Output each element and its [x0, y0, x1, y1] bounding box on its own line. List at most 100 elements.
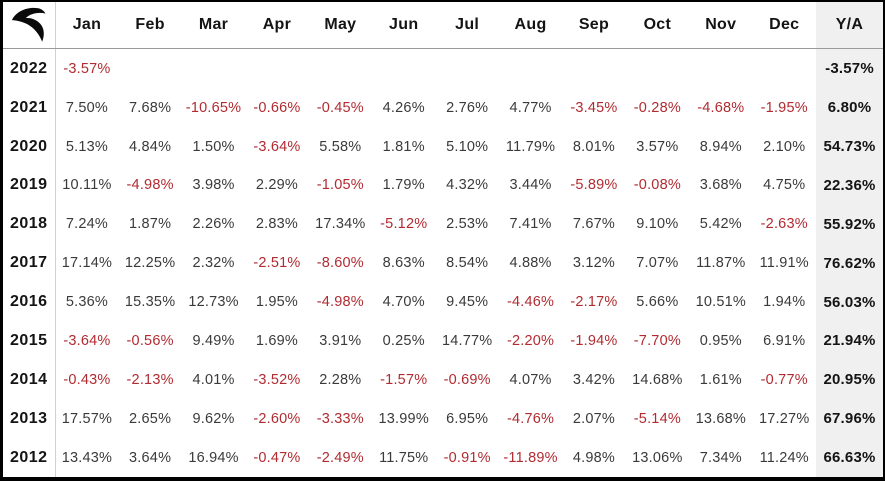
- monthly-return-cell: -0.47%: [253, 449, 301, 466]
- monthly-return-cell: 7.41%: [509, 216, 552, 233]
- year-row-2012: 2012 13.43% 3.64% 16.94% -0.47% -2.49% 11.75% -…: [3, 438, 883, 477]
- monthly-return-cell: 0.25%: [382, 332, 425, 349]
- monthly-return-cell: 12.25%: [124, 255, 176, 272]
- monthly-return-cell: 7.68%: [129, 99, 172, 116]
- monthly-return-cell: 4.75%: [763, 177, 806, 194]
- column-header-jan: Jan: [55, 2, 119, 49]
- monthly-return-cell: -1.95%: [760, 99, 808, 116]
- monthly-return-cell: 2.28%: [319, 371, 362, 388]
- monthly-return-cell: 2.29%: [255, 177, 298, 194]
- monthly-return-cell: 9.62%: [192, 410, 235, 427]
- monthly-return-cell: 17.57%: [61, 410, 113, 427]
- monthly-return-cell: -2.49%: [316, 449, 364, 466]
- monthly-return-cell: 10.51%: [695, 294, 746, 311]
- monthly-return-cell: -0.77%: [760, 371, 808, 388]
- monthly-return-cell: 4.84%: [129, 138, 172, 155]
- monthly-return-cell: 1.79%: [382, 177, 425, 194]
- yearly-total-cell: 22.36%: [816, 166, 883, 205]
- monthly-return-cell: 2.10%: [763, 138, 806, 155]
- monthly-return-cell: -2.20%: [506, 332, 555, 349]
- monthly-return-cell: -3.52%: [253, 371, 301, 388]
- yearly-total-cell: 6.80%: [816, 88, 883, 128]
- monthly-return-cell: -0.56%: [126, 332, 174, 349]
- monthly-return-cell: 7.07%: [636, 255, 679, 272]
- column-header-yearly-total: Y/A: [816, 2, 883, 49]
- monthly-return-cell: 1.50%: [192, 138, 235, 155]
- monthly-return-cell: 12.73%: [188, 294, 239, 311]
- column-header-jun: Jun: [372, 2, 436, 49]
- monthly-return-cell: -4.98%: [126, 177, 174, 194]
- monthly-return-cell: -2.63%: [760, 216, 808, 233]
- year-label: 2019: [3, 166, 56, 205]
- column-header-oct: Oct: [625, 2, 690, 49]
- column-header-feb: Feb: [118, 2, 182, 49]
- monthly-return-cell: 4.77%: [509, 99, 552, 116]
- monthly-return-cell: 4.01%: [192, 371, 235, 388]
- monthly-return-cell: 6.95%: [446, 410, 489, 427]
- year-label: 2013: [3, 399, 56, 439]
- monthly-return-cell: -1.57%: [380, 371, 428, 388]
- monthly-return-cell: 3.91%: [319, 332, 362, 349]
- monthly-return-cell: 16.94%: [188, 449, 239, 466]
- year-row-2022: 2022 -3.57% -3.57%: [3, 48, 883, 89]
- monthly-return-cell: 8.63%: [382, 255, 425, 272]
- year-row-2016: 2016 5.36% 15.35% 12.73% 1.95% -4.98% 4.70% 9.4…: [3, 282, 883, 322]
- monthly-return-cell: 6.91%: [763, 332, 806, 349]
- monthly-return-cell: 1.95%: [255, 294, 298, 311]
- monthly-return-cell: -4.46%: [506, 294, 555, 311]
- monthly-return-cell: -0.08%: [633, 177, 681, 194]
- monthly-return-cell: [752, 49, 816, 89]
- table-header-row: Jan Feb Mar Apr May Jun Jul Aug Sep Oct Nov Dec Y/A: [3, 2, 883, 49]
- monthly-return-cell: 11.79%: [505, 138, 556, 155]
- monthly-return-cell: 8.94%: [699, 138, 742, 155]
- monthly-return-cell: 3.64%: [129, 449, 172, 466]
- monthly-return-cell: 14.77%: [441, 332, 493, 349]
- yearly-total-cell: 66.63%: [816, 438, 883, 477]
- column-header-apr: Apr: [245, 2, 309, 49]
- monthly-return-cell: 5.58%: [319, 138, 362, 155]
- monthly-return-cell: 3.68%: [699, 177, 742, 194]
- monthly-return-cell: 9.49%: [192, 332, 235, 349]
- monthly-return-cell: -3.64%: [253, 138, 301, 155]
- monthly-return-cell: 13.68%: [695, 410, 746, 427]
- monthly-return-cell: 5.36%: [65, 294, 109, 311]
- yearly-total-cell: 76.62%: [816, 243, 883, 283]
- column-header-sep: Sep: [562, 2, 626, 49]
- year-label: 2018: [3, 204, 56, 244]
- column-header-aug: Aug: [498, 2, 563, 49]
- year-row-2019: 2019 10.11% -4.98% 3.98% 2.29% -1.05% 1.79% 4.3…: [3, 166, 883, 205]
- monthly-return-cell: [245, 49, 308, 89]
- monthly-return-cell: 1.61%: [699, 371, 742, 388]
- monthly-return-cell: 7.24%: [65, 216, 109, 233]
- monthly-return-cell: -2.13%: [126, 371, 174, 388]
- year-row-2014: 2014 -0.43% -2.13% 4.01% -3.52% 2.28% -1.57% -0…: [3, 360, 883, 400]
- monthly-return-cell: -0.45%: [316, 99, 364, 116]
- monthly-return-cell: [182, 49, 245, 89]
- monthly-return-cell: -1.94%: [570, 332, 618, 349]
- year-row-2018: 2018 7.24% 1.87% 2.26% 2.83% 17.34% -5.12% 2.53…: [3, 204, 883, 244]
- year-label: 2012: [3, 438, 56, 477]
- monthly-return-cell: -3.45%: [570, 99, 618, 116]
- monthly-return-cell: 4.07%: [509, 371, 552, 388]
- monthly-return-cell: -2.51%: [253, 255, 301, 272]
- monthly-return-cell: 17.27%: [759, 410, 810, 427]
- monthly-return-cell: -3.64%: [63, 332, 111, 349]
- monthly-return-cell: 2.65%: [129, 410, 172, 427]
- monthly-return-cell: 13.43%: [61, 449, 113, 466]
- monthly-return-cell: [435, 49, 498, 89]
- yearly-total-cell: 21.94%: [816, 321, 883, 361]
- year-row-2020: 2020 5.13% 4.84% 1.50% -3.64% 5.58% 1.81% 5.10%…: [3, 127, 883, 167]
- monthly-return-cell: 15.35%: [124, 294, 176, 311]
- monthly-return-cell: 17.34%: [315, 216, 366, 233]
- monthly-return-cell: -2.60%: [253, 410, 301, 427]
- monthly-return-cell: 13.06%: [632, 449, 683, 466]
- monthly-return-cell: -5.12%: [380, 216, 428, 233]
- monthly-return-cell: [626, 49, 689, 89]
- monthly-return-cell: 4.26%: [382, 99, 425, 116]
- monthly-return-cell: -7.70%: [633, 332, 681, 349]
- monthly-return-cell: 8.01%: [572, 138, 616, 155]
- monthly-return-cell: -4.76%: [506, 410, 555, 427]
- monthly-return-cell: 3.12%: [572, 255, 616, 272]
- monthly-return-cell: 9.45%: [446, 294, 489, 311]
